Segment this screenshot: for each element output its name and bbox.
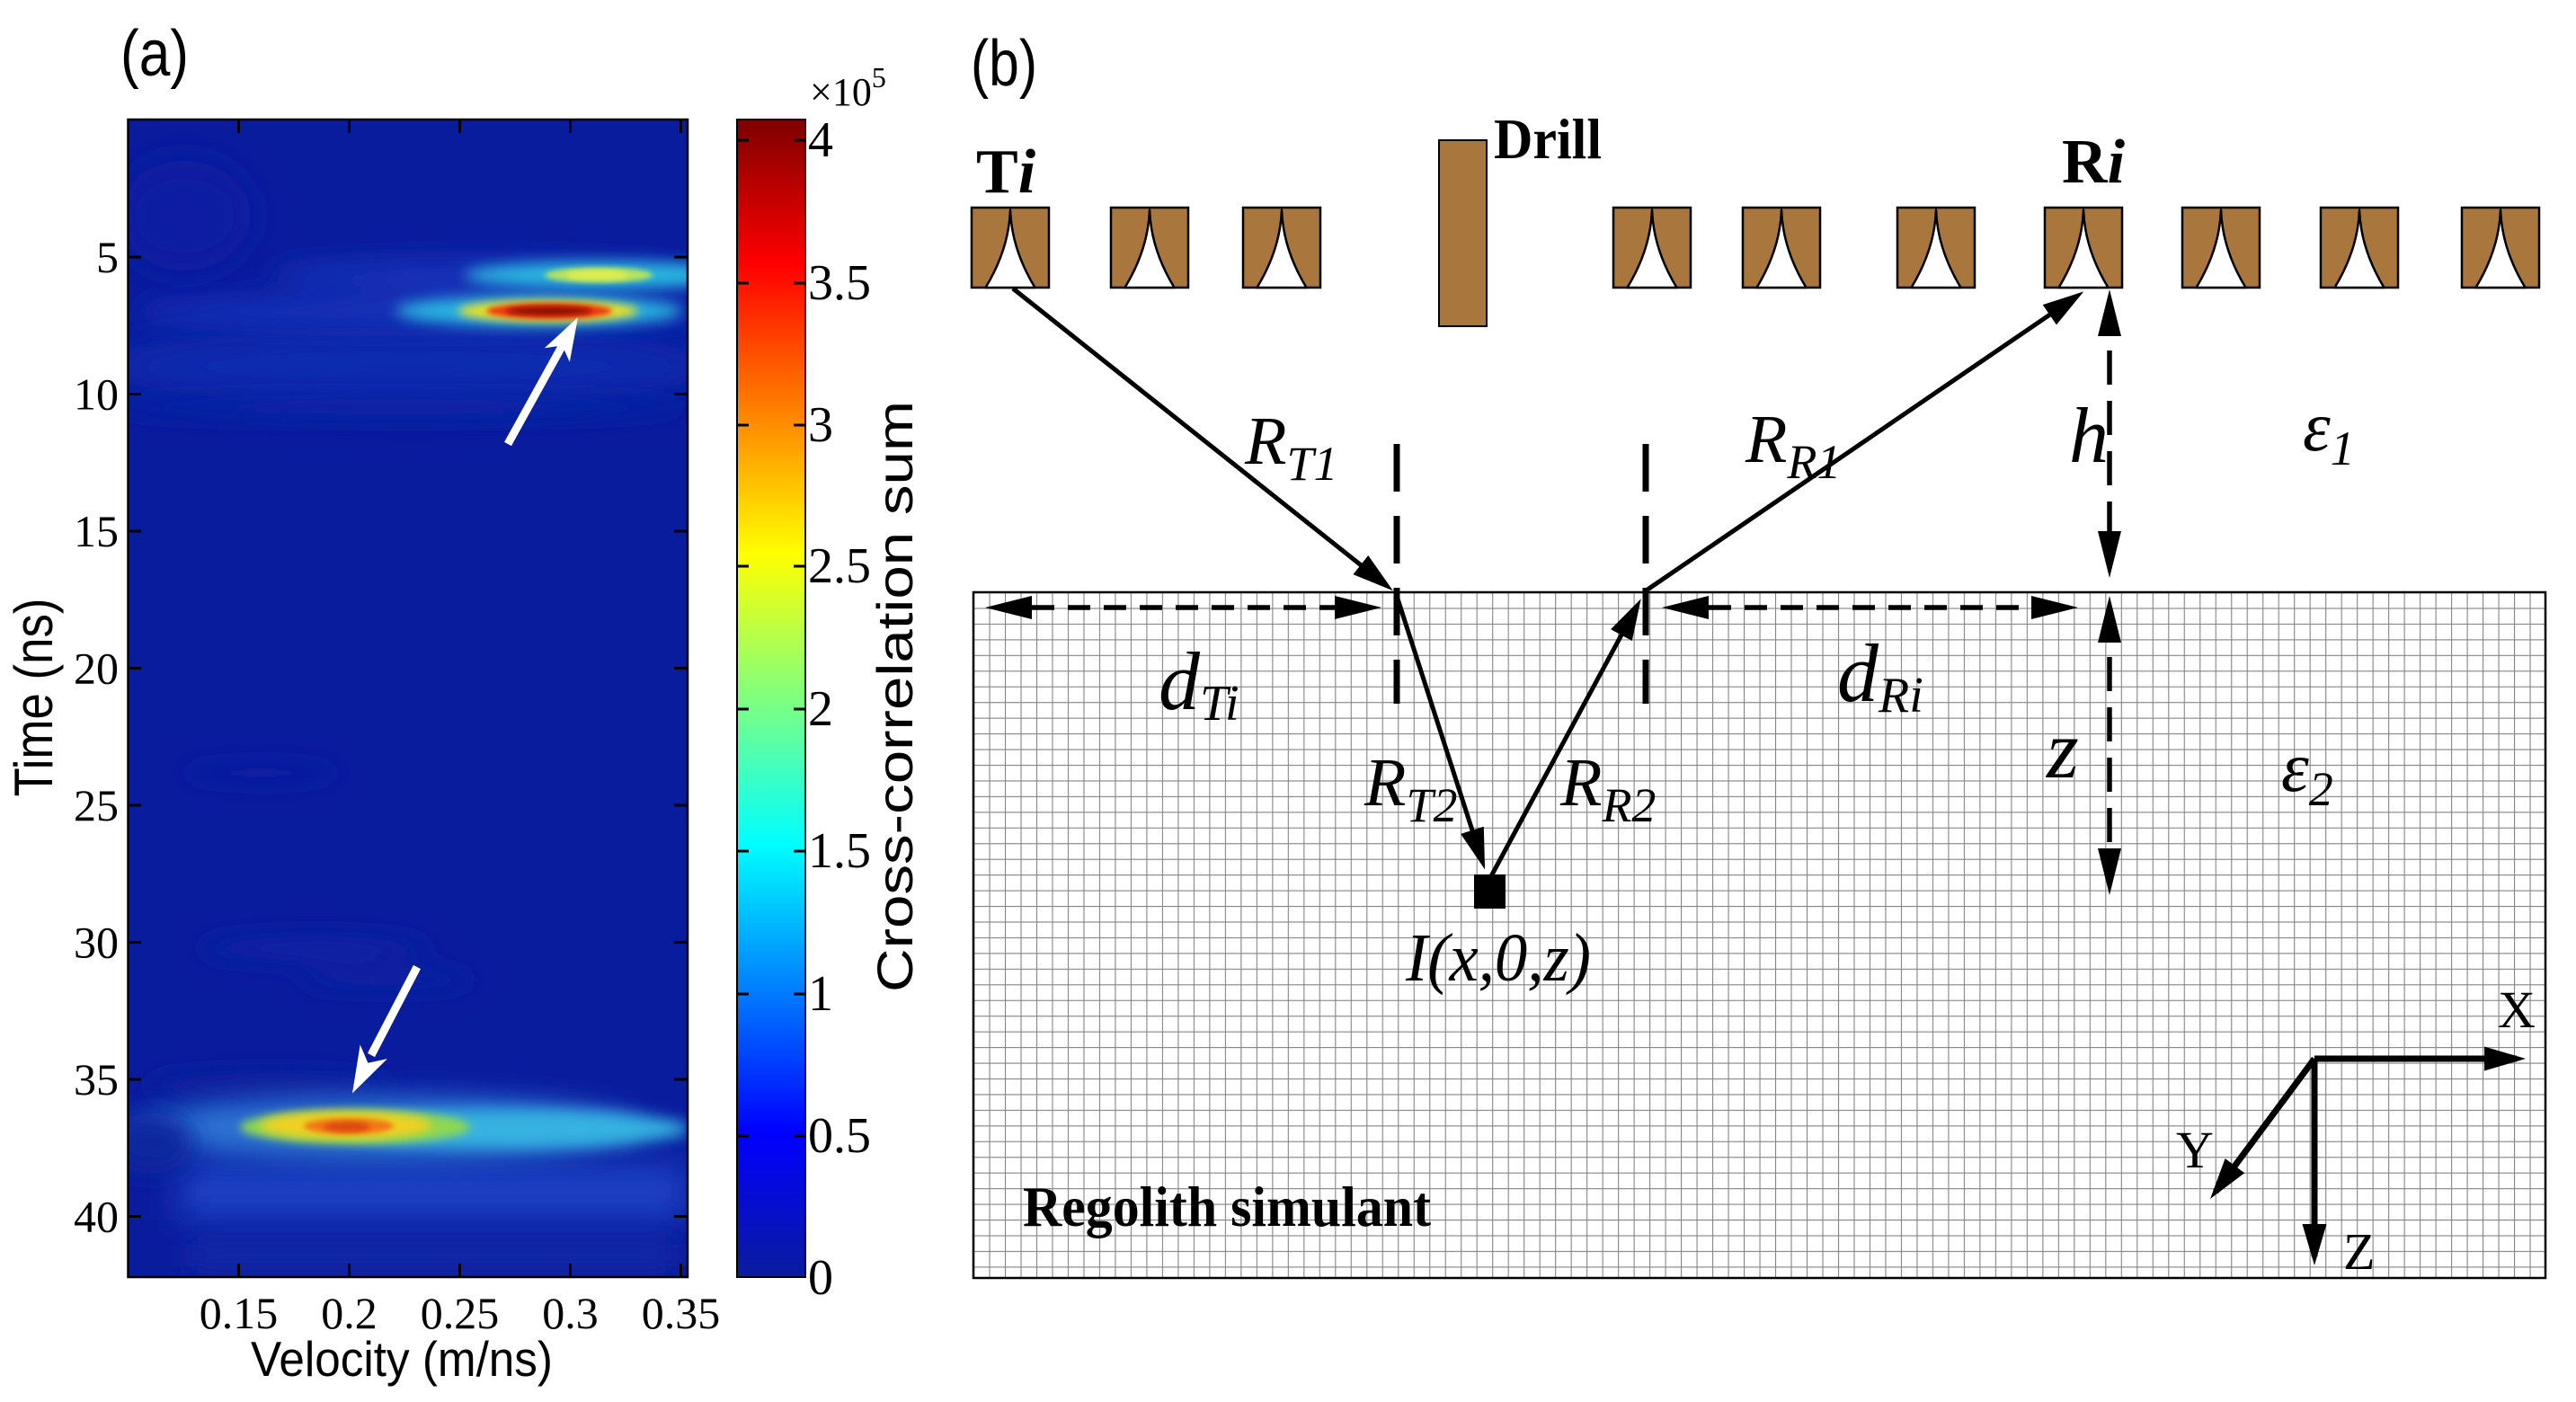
svg-text:RR1: RR1 xyxy=(1745,402,1841,489)
svg-text:0.3: 0.3 xyxy=(542,1288,599,1338)
svg-text:2.5: 2.5 xyxy=(808,538,871,594)
svg-text:3.5: 3.5 xyxy=(808,255,871,311)
svg-text:4: 4 xyxy=(808,112,833,168)
svg-text:0.15: 0.15 xyxy=(200,1288,279,1338)
svg-text:Cross-correlation sum: Cross-correlation sum xyxy=(866,401,923,992)
svg-text:0.2: 0.2 xyxy=(321,1288,378,1338)
svg-text:I(x,0,z): I(x,0,z) xyxy=(1405,920,1591,996)
svg-text:(a): (a) xyxy=(120,18,189,90)
svg-text:5: 5 xyxy=(96,232,119,282)
svg-text:Time (ns): Time (ns) xyxy=(4,599,64,797)
svg-text:Z: Z xyxy=(2343,1222,2375,1281)
svg-text:0.35: 0.35 xyxy=(642,1288,721,1338)
svg-text:Ri: Ri xyxy=(2062,128,2126,197)
svg-text:1: 1 xyxy=(808,966,833,1022)
svg-text:RT1: RT1 xyxy=(1244,404,1337,491)
svg-text:Velocity (m/ns): Velocity (m/ns) xyxy=(251,1331,553,1387)
svg-text:25: 25 xyxy=(74,780,119,830)
svg-text:2: 2 xyxy=(808,681,833,737)
svg-text:30: 30 xyxy=(74,918,119,968)
svg-text:0.5: 0.5 xyxy=(808,1108,871,1164)
svg-text:1.5: 1.5 xyxy=(808,823,871,879)
svg-text:0: 0 xyxy=(808,1250,833,1306)
svg-text:z: z xyxy=(2045,704,2079,795)
svg-text:3: 3 xyxy=(808,397,833,453)
svg-text:Regolith simulant: Regolith simulant xyxy=(1023,1175,1432,1238)
svg-text:40: 40 xyxy=(74,1192,119,1242)
svg-text:×105: ×105 xyxy=(810,61,886,114)
svg-text:ε1: ε1 xyxy=(2303,387,2355,475)
svg-text:10: 10 xyxy=(74,369,119,420)
svg-text:Y: Y xyxy=(2176,1121,2214,1179)
svg-text:20: 20 xyxy=(74,643,119,694)
svg-text:X: X xyxy=(2498,981,2536,1039)
svg-text:RR2: RR2 xyxy=(1559,745,1656,832)
svg-text:Ti: Ti xyxy=(976,138,1036,207)
svg-text:15: 15 xyxy=(74,506,119,556)
svg-text:h: h xyxy=(2069,393,2109,480)
svg-text:0.25: 0.25 xyxy=(421,1288,500,1338)
svg-text:(b): (b) xyxy=(971,28,1037,100)
svg-text:Drill: Drill xyxy=(1494,107,1602,171)
svg-text:35: 35 xyxy=(74,1054,119,1105)
